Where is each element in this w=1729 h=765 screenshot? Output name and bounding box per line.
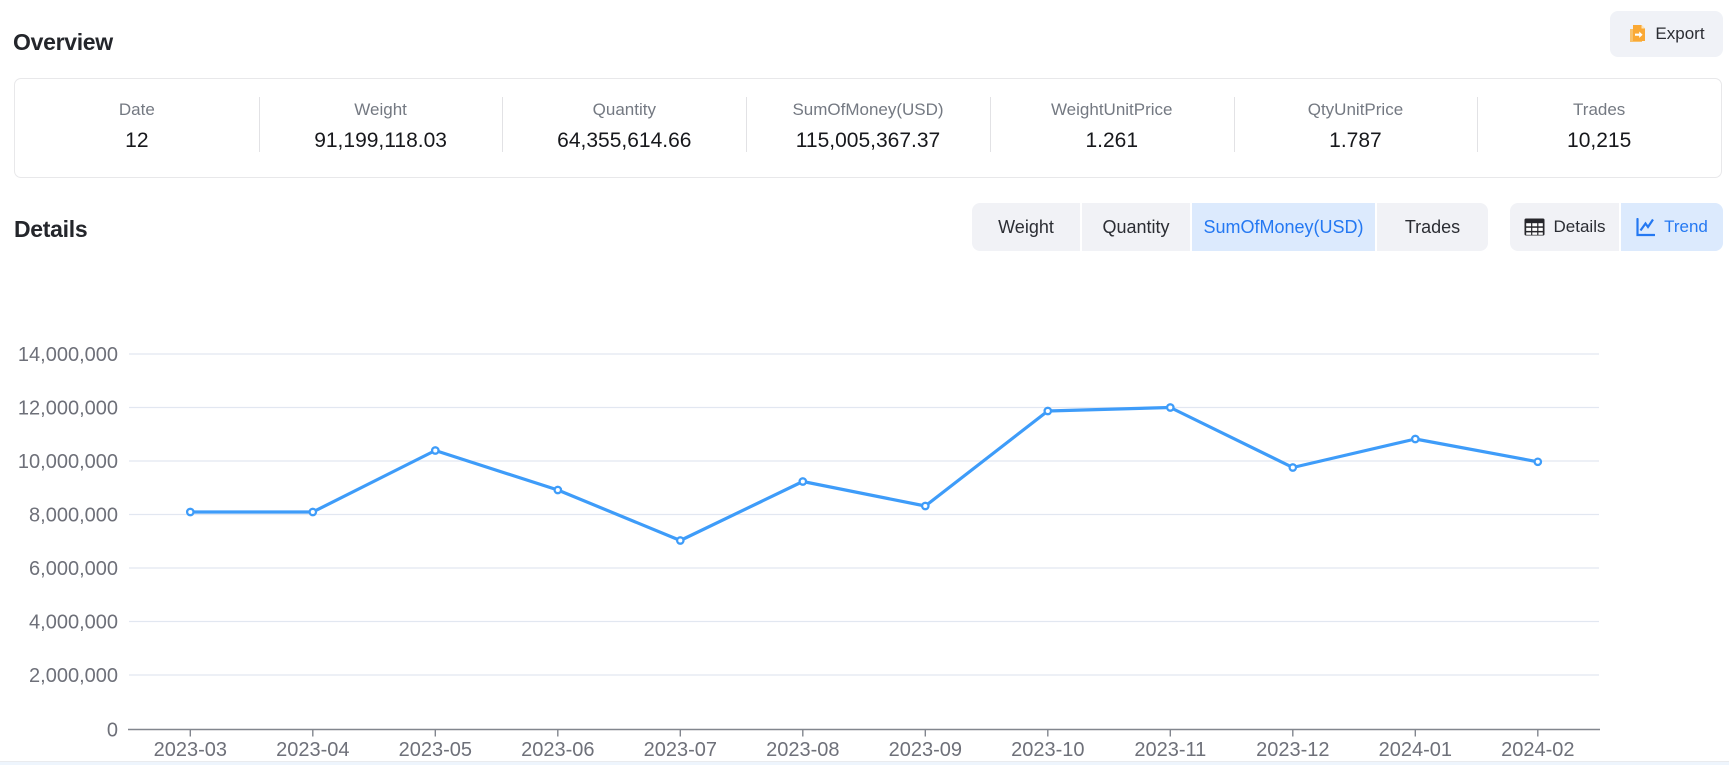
svg-text:6,000,000: 6,000,000 — [29, 558, 118, 580]
svg-text:2023-12: 2023-12 — [1256, 739, 1329, 761]
svg-text:2023-04: 2023-04 — [276, 739, 349, 761]
svg-text:0: 0 — [107, 720, 118, 742]
svg-text:2024-01: 2024-01 — [1379, 739, 1452, 761]
svg-text:8,000,000: 8,000,000 — [29, 505, 118, 527]
svg-text:2023-08: 2023-08 — [766, 739, 839, 761]
svg-text:4,000,000: 4,000,000 — [29, 612, 118, 634]
svg-text:2023-03: 2023-03 — [154, 739, 227, 761]
svg-text:2023-06: 2023-06 — [521, 739, 594, 761]
svg-text:2023-11: 2023-11 — [1134, 739, 1206, 761]
svg-text:2024-02: 2024-02 — [1501, 739, 1574, 761]
svg-text:2,000,000: 2,000,000 — [29, 665, 118, 687]
svg-text:2023-09: 2023-09 — [889, 739, 962, 761]
svg-text:14,000,000: 14,000,000 — [18, 344, 118, 366]
svg-text:10,000,000: 10,000,000 — [18, 451, 118, 473]
svg-text:12,000,000: 12,000,000 — [18, 398, 118, 420]
svg-text:2023-10: 2023-10 — [1011, 739, 1084, 761]
svg-text:2023-05: 2023-05 — [399, 739, 472, 761]
svg-text:2023-07: 2023-07 — [644, 739, 717, 761]
